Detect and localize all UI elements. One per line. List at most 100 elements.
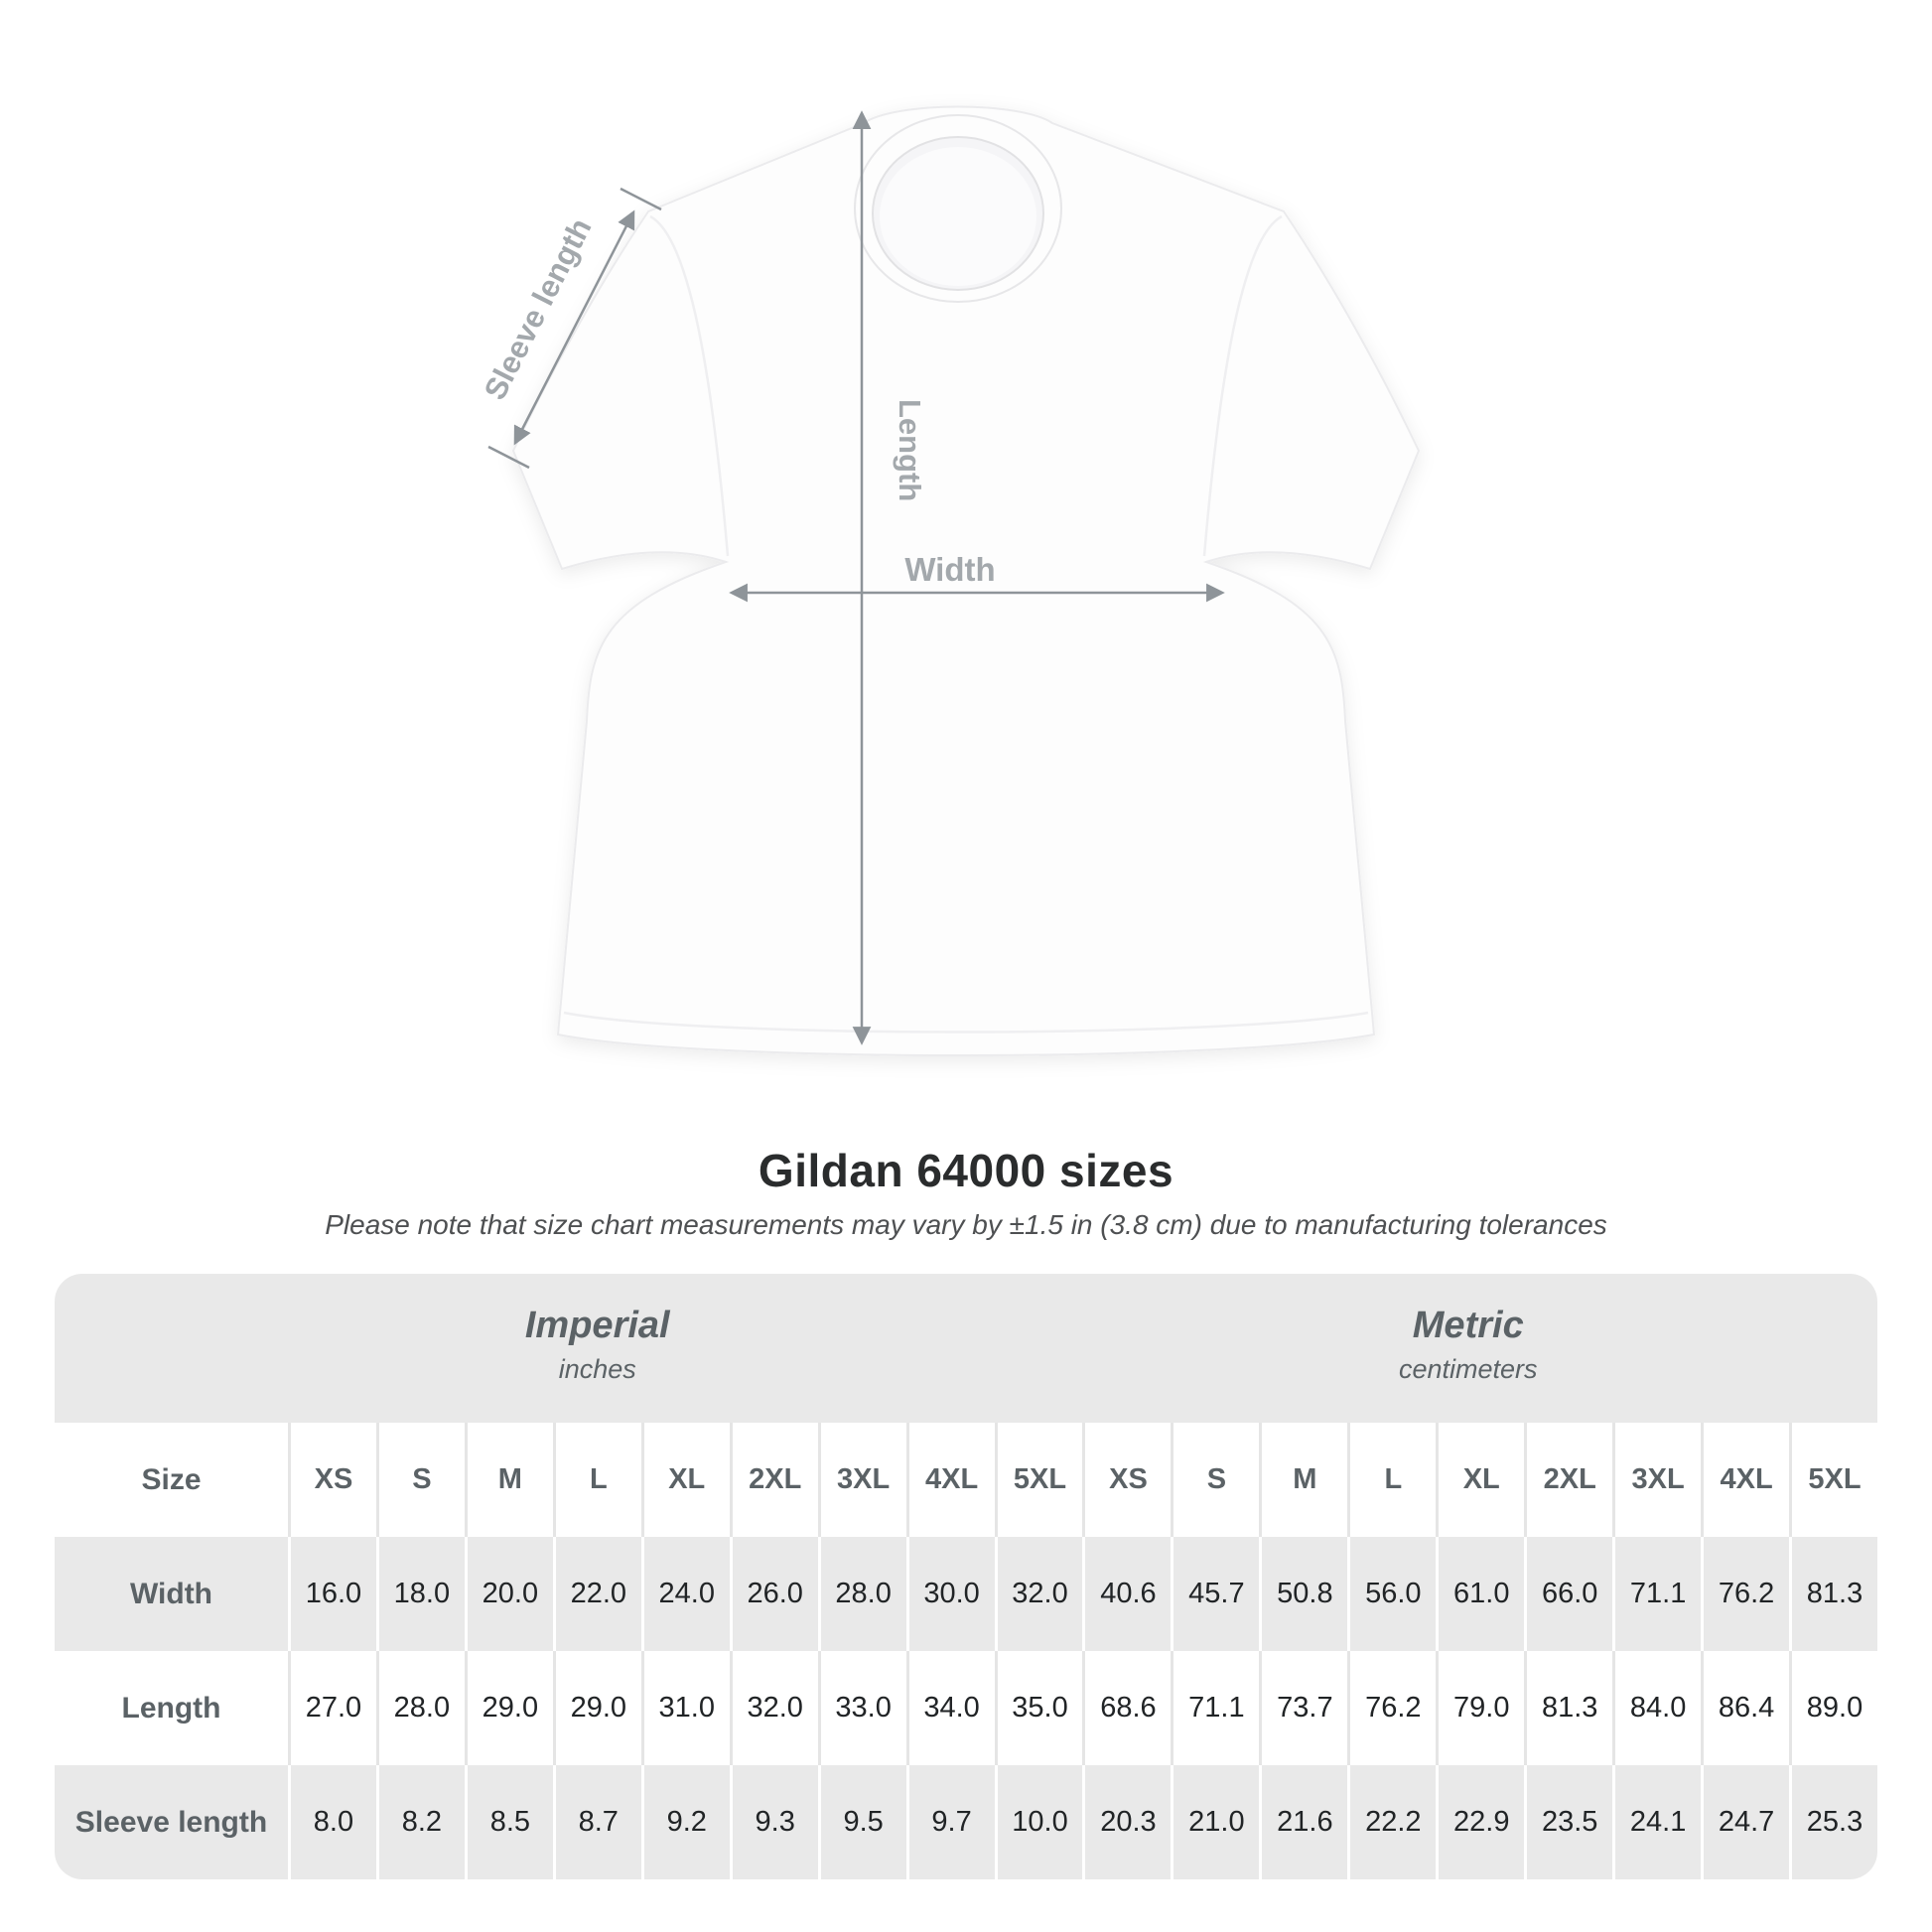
sleeve-end-tick <box>620 187 662 211</box>
value-cell-imperial: 18.0 <box>375 1537 465 1651</box>
value-cell-metric: 24.1 <box>1612 1765 1701 1879</box>
row-label: Length <box>121 1691 221 1725</box>
value-cell-imperial: 8.2 <box>375 1765 465 1879</box>
value-cell-imperial: 34.0 <box>905 1651 995 1765</box>
value-cell-metric: 71.1 <box>1171 1651 1259 1765</box>
length-label: Length <box>893 399 927 501</box>
width-label: Width <box>904 551 995 588</box>
size-col-header-metric-xl: XL <box>1436 1423 1524 1537</box>
value-cell-metric: 45.7 <box>1171 1537 1259 1651</box>
value-cell-metric: 73.7 <box>1259 1651 1347 1765</box>
page-title: Gildan 64000 sizes <box>758 1145 1174 1196</box>
value-cell-imperial: 16.0 <box>288 1537 376 1651</box>
value-cell-imperial: 31.0 <box>640 1651 730 1765</box>
value-cell-imperial: 29.0 <box>464 1651 553 1765</box>
tolerance-note: Please note that size chart measurements… <box>325 1209 1607 1240</box>
value-cell-imperial: 33.0 <box>817 1651 906 1765</box>
row-label: Width <box>129 1577 213 1610</box>
measurement-arrows <box>487 110 1225 1045</box>
value-cell-metric: 76.2 <box>1347 1651 1436 1765</box>
imperial-section-unit: inches <box>558 1354 636 1384</box>
value-cell-imperial: 29.0 <box>552 1651 641 1765</box>
value-cell-imperial: 8.0 <box>288 1765 376 1879</box>
value-cell-imperial: 22.0 <box>552 1537 641 1651</box>
value-cell-metric: 22.9 <box>1436 1765 1524 1879</box>
value-cell-metric: 76.2 <box>1701 1537 1789 1651</box>
size-table-body: Size XS S M L XL 2XL 3XL 4XL 5XL XS S M L XL 2XL 3XL 4XL 5… <box>55 1423 1877 1879</box>
size-col-header-imperial-m: M <box>464 1423 553 1537</box>
value-cell-imperial: 8.5 <box>464 1765 553 1879</box>
value-cell-metric: 56.0 <box>1347 1537 1436 1651</box>
size-col-header-imperial-xl: XL <box>640 1423 730 1537</box>
size-col-header-metric-4xl: 4XL <box>1701 1423 1789 1537</box>
value-cell-metric: 50.8 <box>1259 1537 1347 1651</box>
value-cell-imperial: 8.7 <box>552 1765 641 1879</box>
value-cell-metric: 40.6 <box>1082 1537 1171 1651</box>
metric-section-title: Metric <box>1412 1305 1524 1346</box>
table-header-band: Imperial inches Metric centimeters <box>55 1274 1877 1423</box>
size-col-header-metric-5xl: 5XL <box>1789 1423 1877 1537</box>
value-cell-imperial: 10.0 <box>994 1765 1083 1879</box>
size-col-header-metric-2xl: 2XL <box>1524 1423 1612 1537</box>
size-col-header-metric-3xl: 3XL <box>1612 1423 1701 1537</box>
value-cell-metric: 61.0 <box>1436 1537 1524 1651</box>
tshirt-illustration <box>511 105 1421 1056</box>
value-cell-metric: 66.0 <box>1524 1537 1612 1651</box>
value-cell-imperial: 30.0 <box>905 1537 995 1651</box>
value-cell-metric: 84.0 <box>1612 1651 1701 1765</box>
value-cell-imperial: 35.0 <box>994 1651 1083 1765</box>
sleeve-start-tick <box>487 445 530 470</box>
value-cell-metric: 81.3 <box>1789 1537 1877 1651</box>
value-cell-imperial: 26.0 <box>729 1537 818 1651</box>
table-row-sleeve-length: Sleeve length 8.0 8.2 8.5 8.7 9.2 9.3 9.5 9.7 10.… <box>55 1765 1877 1879</box>
value-cell-imperial: 9.7 <box>905 1765 995 1879</box>
value-cell-imperial: 28.0 <box>375 1651 465 1765</box>
value-cell-imperial: 9.3 <box>729 1765 818 1879</box>
value-cell-metric: 89.0 <box>1789 1651 1877 1765</box>
row-label: Sleeve length <box>74 1805 268 1839</box>
metric-section-unit: centimeters <box>1398 1354 1538 1384</box>
metric-section-header: Metric centimeters <box>1083 1274 1878 1423</box>
size-col-header-imperial-xs: XS <box>288 1423 376 1537</box>
size-col-header-metric-l: L <box>1347 1423 1436 1537</box>
value-cell-metric: 79.0 <box>1436 1651 1524 1765</box>
value-cell-imperial: 32.0 <box>729 1651 818 1765</box>
value-cell-metric: 25.3 <box>1789 1765 1877 1879</box>
size-col-header-imperial-4xl: 4XL <box>905 1423 995 1537</box>
value-cell-imperial: 24.0 <box>640 1537 730 1651</box>
size-table: Imperial inches Metric centimeters Size X… <box>55 1274 1877 1879</box>
size-col-header-imperial-3xl: 3XL <box>817 1423 906 1537</box>
size-col-header-imperial-s: S <box>375 1423 465 1537</box>
value-cell-metric: 86.4 <box>1701 1651 1789 1765</box>
value-cell-imperial: 9.5 <box>817 1765 906 1879</box>
value-cell-metric: 21.6 <box>1259 1765 1347 1879</box>
value-cell-imperial: 20.0 <box>464 1537 553 1651</box>
value-cell-imperial: 27.0 <box>288 1651 376 1765</box>
value-cell-metric: 68.6 <box>1082 1651 1171 1765</box>
size-col-header-imperial-5xl: 5XL <box>994 1423 1083 1537</box>
sleeve-length-arrow <box>513 209 635 446</box>
table-row-width: Width 16.0 18.0 20.0 22.0 24.0 26.0 28.0 30.0 32.… <box>55 1537 1877 1651</box>
value-cell-metric: 21.0 <box>1171 1765 1259 1879</box>
size-col-header-metric-xs: XS <box>1082 1423 1171 1537</box>
table-row-length: Length 27.0 28.0 29.0 29.0 31.0 32.0 33.0 34.0 35… <box>55 1651 1877 1765</box>
value-cell-metric: 22.2 <box>1347 1765 1436 1879</box>
tshirt-figure: Sleeve length Length Width <box>478 105 1421 1056</box>
value-cell-imperial: 28.0 <box>817 1537 906 1651</box>
size-col-header-imperial-2xl: 2XL <box>729 1423 818 1537</box>
value-cell-metric: 20.3 <box>1082 1765 1171 1879</box>
size-row-label: Size <box>141 1462 202 1496</box>
value-cell-imperial: 9.2 <box>640 1765 730 1879</box>
value-cell-metric: 71.1 <box>1612 1537 1701 1651</box>
imperial-section-header: Imperial inches <box>55 1274 1083 1423</box>
size-col-header-metric-m: M <box>1259 1423 1347 1537</box>
size-header-row: Size XS S M L XL 2XL 3XL 4XL 5XL XS S M L XL 2XL 3XL 4XL 5… <box>55 1423 1877 1537</box>
imperial-section-title: Imperial <box>524 1305 670 1346</box>
value-cell-metric: 24.7 <box>1701 1765 1789 1879</box>
value-cell-metric: 81.3 <box>1524 1651 1612 1765</box>
size-col-header-metric-s: S <box>1171 1423 1259 1537</box>
value-cell-imperial: 32.0 <box>994 1537 1083 1651</box>
value-cell-metric: 23.5 <box>1524 1765 1612 1879</box>
size-col-header-imperial-l: L <box>552 1423 641 1537</box>
